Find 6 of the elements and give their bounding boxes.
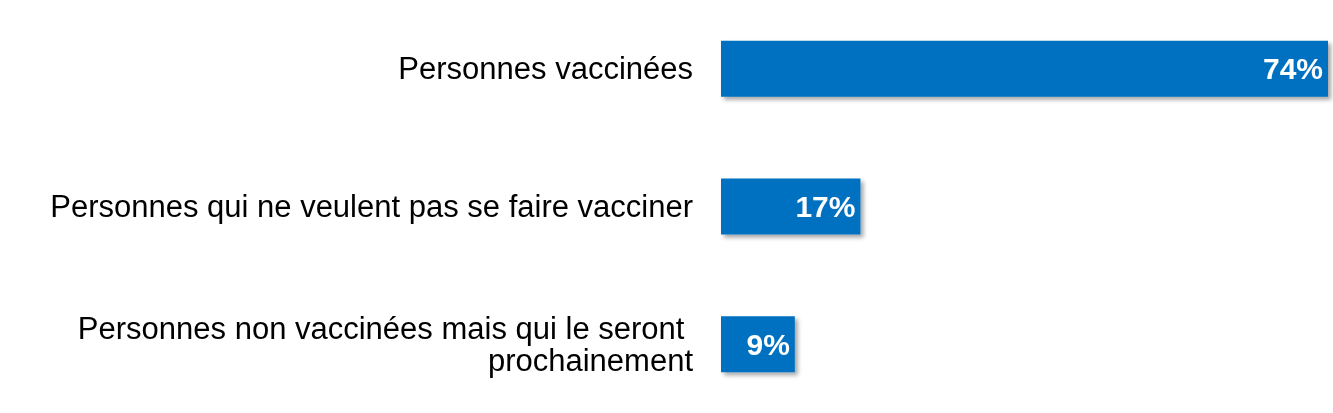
y-tick-label: Personnes non vaccinées mais qui le seront prochainement xyxy=(77,310,694,378)
data-label: 17% xyxy=(795,190,856,223)
y-tick-label: Personnes qui ne veulent pas se faire vacciner xyxy=(50,189,693,224)
y-tick-label: Personnes vaccinées xyxy=(398,51,693,87)
data-label: 74% xyxy=(1262,52,1323,86)
data-label: 9% xyxy=(746,327,790,361)
